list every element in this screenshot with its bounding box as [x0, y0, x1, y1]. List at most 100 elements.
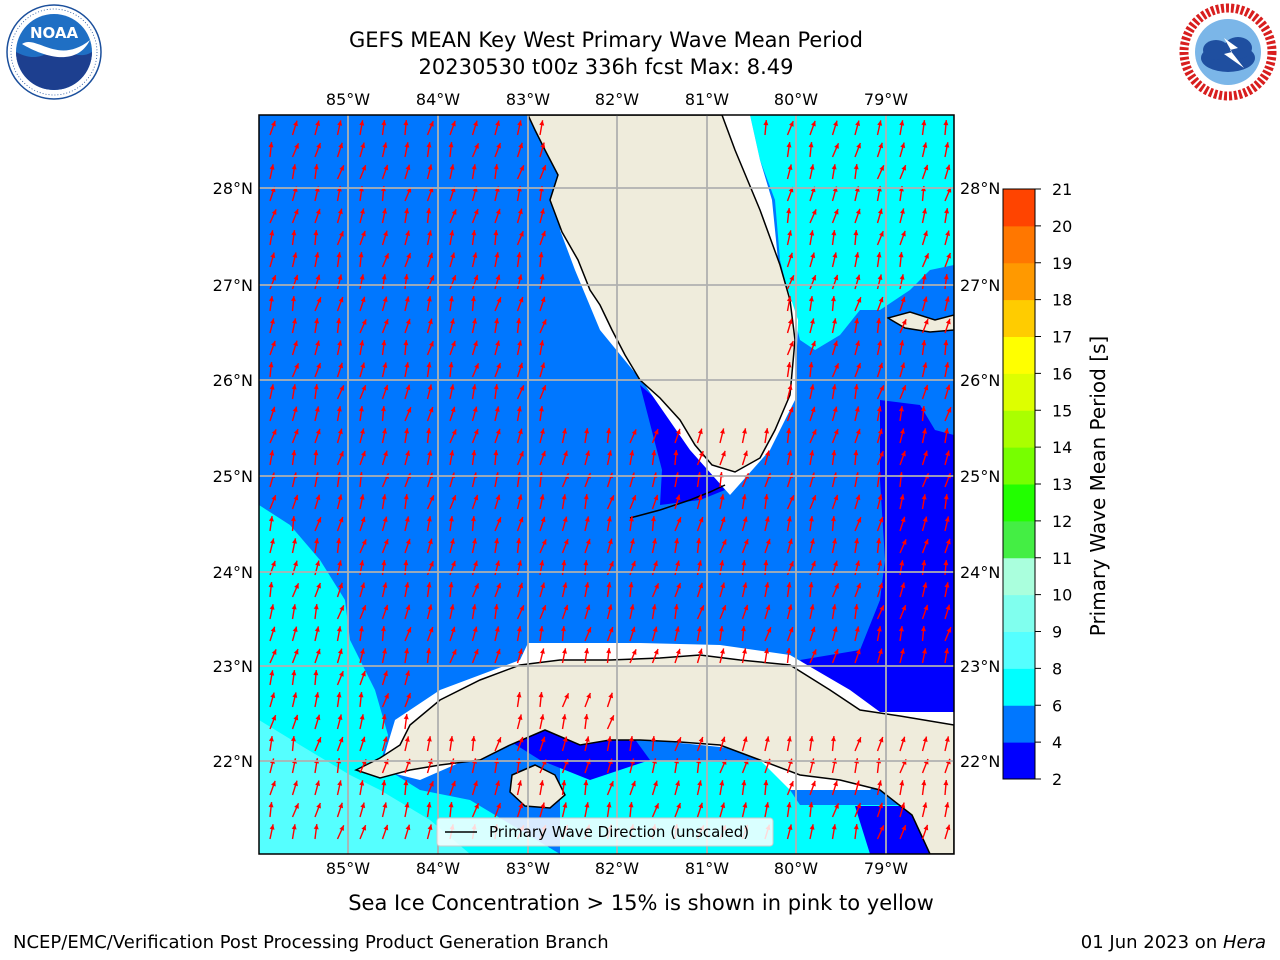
wave-arrow-head: [268, 736, 274, 742]
wave-arrow-head: [315, 208, 321, 215]
wave-arrow-head: [404, 142, 410, 148]
wave-arrow-head: [833, 340, 838, 347]
wave-arrow-head: [359, 120, 365, 126]
wave-arrow-head: [899, 648, 905, 654]
wave-arrow-head: [495, 274, 501, 281]
lat-tick-right: 27°N: [960, 276, 1000, 295]
lon-tick-top: 80°W: [774, 90, 818, 109]
wave-arrow-head: [313, 604, 319, 610]
wave-arrow-head: [496, 582, 501, 589]
wave-arrow-head: [832, 538, 837, 544]
wave-arrow-head: [787, 230, 793, 236]
wave-arrow-head: [403, 780, 409, 786]
wave-arrow-head: [403, 714, 409, 720]
wave-arrow-head: [810, 626, 816, 633]
lon-tick-top: 83°W: [506, 90, 550, 109]
wave-arrow-head: [878, 802, 884, 809]
wave-arrow-head: [944, 648, 950, 654]
wave-arrow-head: [562, 516, 568, 523]
colorbar-label: 6: [1052, 696, 1062, 715]
wave-arrow-head: [519, 231, 524, 237]
wave-arrow-head: [943, 340, 949, 346]
wave-arrow-head: [428, 626, 434, 633]
lat-tick-right: 25°N: [960, 467, 1000, 486]
wave-arrow-head: [471, 164, 477, 170]
wave-arrow-head: [855, 494, 861, 501]
wave-arrow-head: [472, 318, 477, 324]
wave-arrow-head: [763, 120, 769, 126]
wave-arrow-head: [406, 252, 411, 259]
wave-arrow-head: [361, 605, 367, 611]
wave-arrow-head: [403, 120, 409, 126]
wave-arrow-head: [518, 362, 524, 369]
wave-arrow-head: [674, 538, 680, 544]
wave-arrow-head: [427, 604, 433, 610]
wave-arrow-head: [519, 451, 524, 457]
wave-arrow-head: [809, 318, 815, 324]
lon-tick-top: 82°W: [595, 90, 639, 109]
bahamas-island: [886, 311, 954, 333]
wave-arrow-head: [808, 802, 814, 808]
wave-arrow-head: [316, 517, 322, 523]
wave-arrow-head: [675, 648, 681, 655]
wave-arrow-head: [586, 627, 592, 633]
wave-arrow-head: [382, 208, 387, 214]
wave-arrow-head: [381, 340, 387, 346]
wave-arrow-head: [471, 384, 477, 390]
wave-arrow-head: [383, 319, 389, 325]
nws-logo: [1179, 3, 1277, 101]
wave-arrow-head: [470, 516, 476, 522]
wave-arrow-head: [944, 516, 950, 522]
wave-arrow-head: [562, 582, 568, 588]
wave-arrow-head: [811, 209, 817, 215]
wave-arrow-head: [853, 230, 859, 236]
wave-arrow-head: [405, 538, 411, 545]
wave-arrow-head: [539, 428, 545, 434]
wave-arrow-head: [541, 165, 547, 171]
wave-arrow-head: [923, 450, 928, 457]
wave-arrow-head: [923, 384, 929, 391]
wave-arrow-head: [449, 318, 455, 324]
colorbar-swatch: [1003, 225, 1035, 264]
wave-arrow-head: [786, 736, 792, 742]
wave-arrow-head: [404, 648, 410, 654]
wave-arrow-head: [426, 736, 432, 742]
wave-arrow-head: [494, 626, 500, 632]
wave-arrow-head: [583, 560, 589, 566]
wave-arrow-head: [652, 538, 657, 544]
wave-arrow-head: [315, 340, 321, 346]
wave-arrow-head: [764, 648, 770, 654]
wave-arrow-head: [449, 164, 455, 170]
wave-arrow-head: [337, 120, 343, 126]
wave-arrow-head: [631, 649, 637, 655]
wave-arrow-head: [789, 561, 794, 567]
wave-arrow-head: [901, 165, 907, 171]
wave-arrow-head: [380, 406, 386, 412]
wave-arrow-head: [359, 560, 365, 566]
wave-arrow-head: [271, 560, 276, 567]
wave-arrow-head: [786, 362, 792, 368]
wave-arrow-head: [876, 252, 882, 258]
wave-arrow-head: [381, 780, 387, 786]
wave-arrow-head: [290, 516, 296, 522]
wave-arrow-head: [856, 737, 862, 743]
wave-arrow-head: [808, 296, 814, 302]
wave-arrow-head: [268, 516, 274, 522]
wave-arrow-head: [900, 142, 906, 149]
wave-arrow-head: [428, 406, 434, 413]
wave-arrow-head: [313, 164, 319, 170]
wave-arrow-head: [517, 340, 523, 346]
wave-arrow-head: [516, 692, 522, 698]
wave-arrow-head: [472, 538, 477, 544]
wave-arrow-head: [429, 561, 434, 567]
wave-arrow-head: [518, 736, 524, 743]
wave-arrow-head: [788, 626, 794, 633]
wave-arrow-head: [609, 495, 614, 501]
wave-arrow-head: [518, 516, 524, 523]
wave-arrow-head: [336, 538, 342, 544]
wave-arrow-head: [428, 252, 434, 259]
lat-ticks-right: 28°N 27°N 26°N 25°N 24°N 23°N 22°N: [960, 179, 1000, 771]
wave-arrow-head: [651, 604, 657, 610]
wave-arrow-head: [901, 319, 907, 325]
wave-arrow-head: [449, 450, 455, 456]
